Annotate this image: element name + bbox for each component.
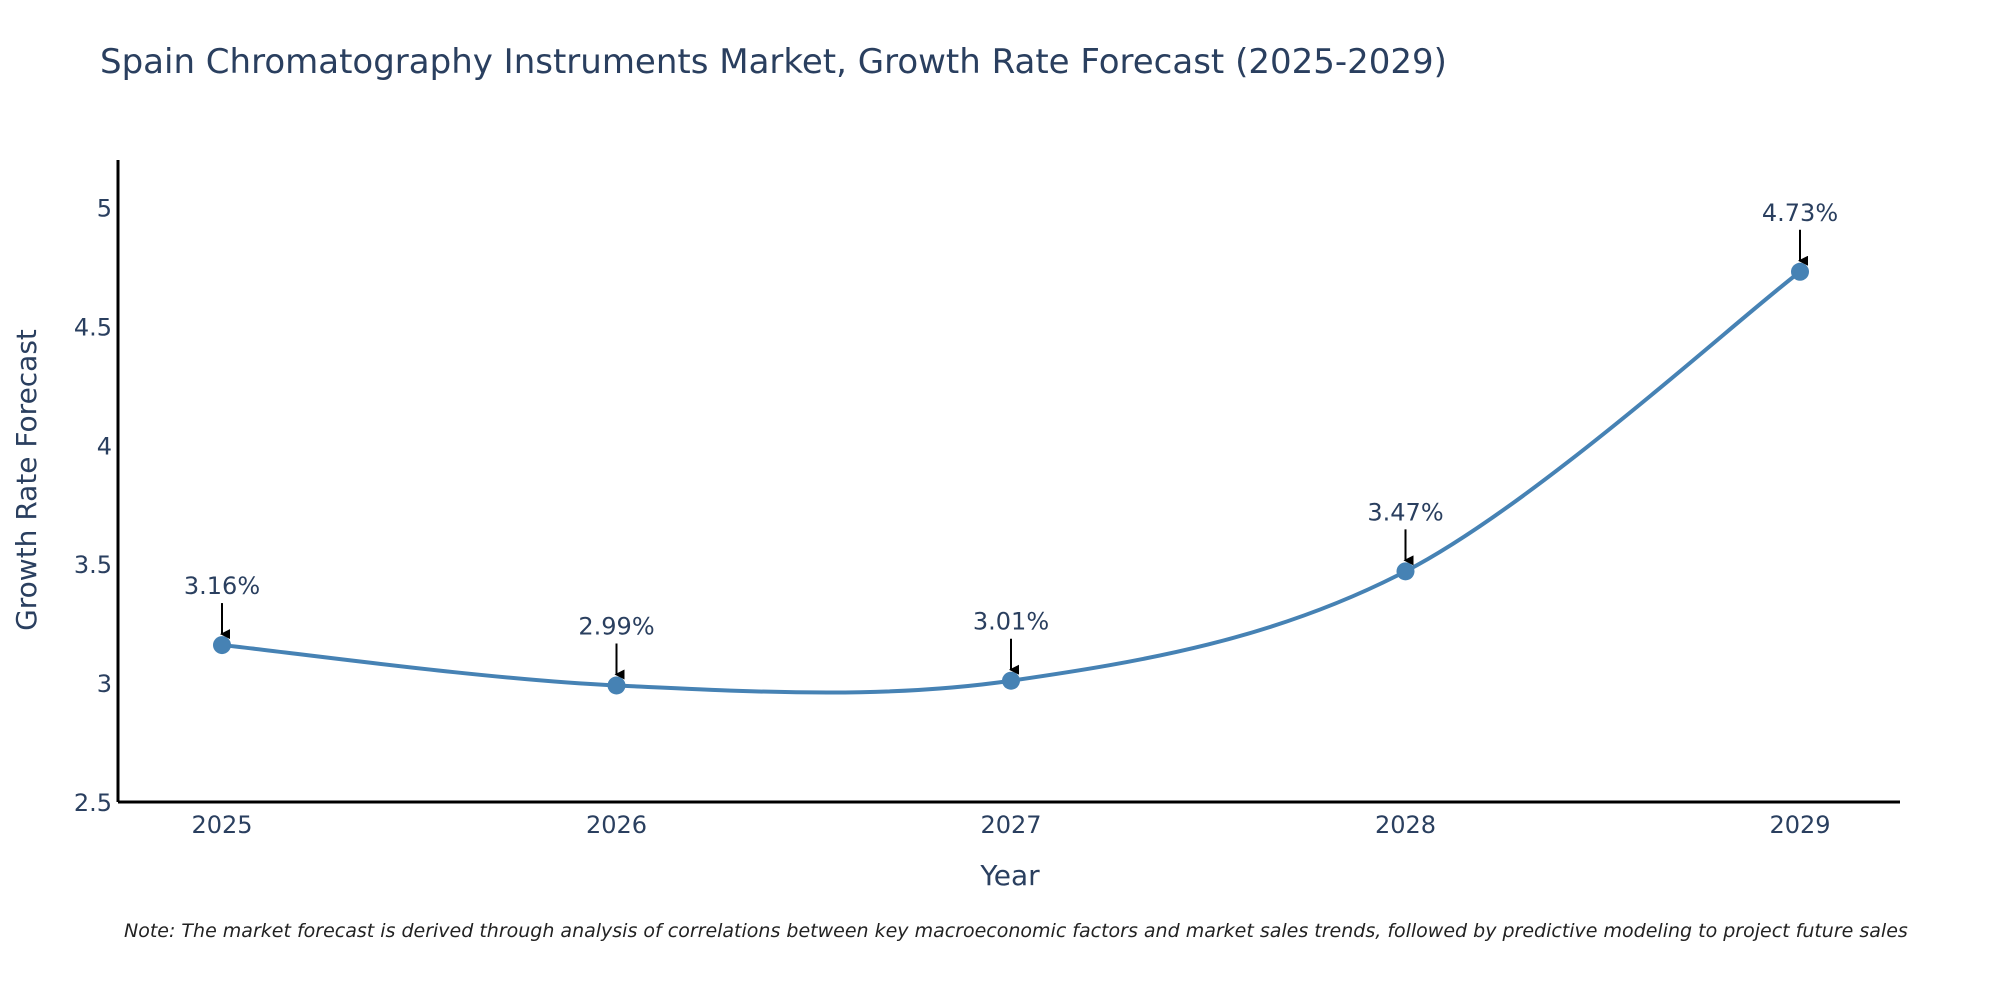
y-tick-label: 2.5 [74,789,112,817]
y-axis-title: Growth Rate Forecast [10,329,43,631]
y-tick-label: 3.5 [74,551,112,579]
chart-note: Note: The market forecast is derived thr… [124,920,1908,942]
x-tick-label: 2025 [191,811,252,839]
x-tick-label: 2029 [1769,811,1830,839]
x-tick-label: 2028 [1375,811,1436,839]
y-tick-label: 5 [97,195,112,223]
series-line [221,270,1802,695]
y-tick-label: 3 [97,670,112,698]
y-tick-label: 4.5 [74,313,112,341]
y-tick-label: 4 [97,432,112,460]
data-label: 4.73% [1762,199,1838,227]
x-tick-label: 2027 [980,811,1041,839]
data-label: 3.01% [973,608,1049,636]
x-axis-title: Year [979,859,1040,892]
chart-title: Spain Chromatography Instruments Market,… [100,42,1447,82]
x-tick-label: 2026 [586,811,647,839]
data-point[interactable] [213,636,231,655]
data-label: 3.16% [184,572,260,600]
data-point[interactable] [1002,671,1020,690]
data-label: 2.99% [578,612,654,640]
data-point[interactable] [1791,262,1809,281]
data-point[interactable] [607,676,626,695]
data-point[interactable] [1396,562,1415,581]
data-label: 3.47% [1367,498,1443,526]
